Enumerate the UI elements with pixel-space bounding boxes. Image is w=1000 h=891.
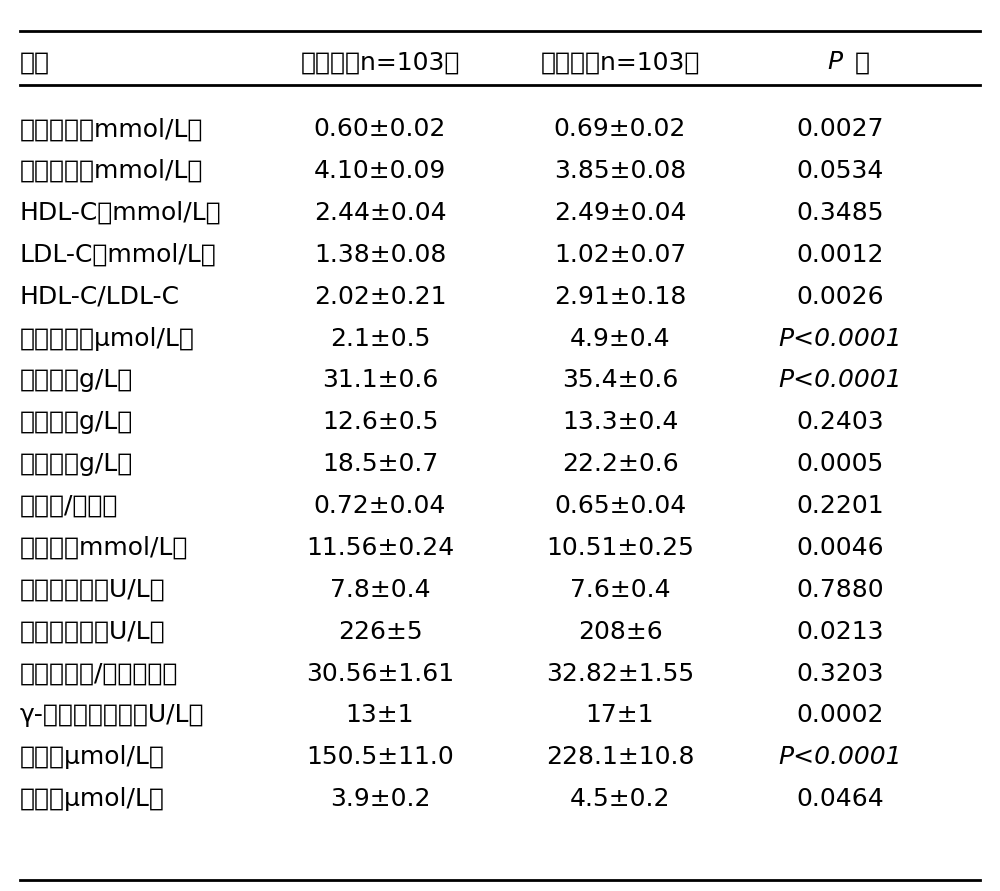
Text: 0.2201: 0.2201 [796,495,884,518]
Text: 0.3485: 0.3485 [796,201,884,225]
Text: P<0.0001: P<0.0001 [778,746,902,769]
Text: 0.0534: 0.0534 [796,159,884,183]
Text: 球蛋白（g/L）: 球蛋白（g/L） [20,453,133,476]
Text: P<0.0001: P<0.0001 [778,369,902,392]
Text: 11.56±0.24: 11.56±0.24 [306,536,454,560]
Text: 0.0005: 0.0005 [796,453,884,476]
Text: 3.9±0.2: 3.9±0.2 [330,788,430,811]
Text: 0.0046: 0.0046 [796,536,884,560]
Text: 谷草转氨酶（U/L）: 谷草转氨酶（U/L） [20,620,166,643]
Text: 1.02±0.07: 1.02±0.07 [554,243,686,266]
Text: 0.0027: 0.0027 [796,118,884,141]
Text: 0.0002: 0.0002 [796,704,884,727]
Text: 谷丙转氨酶（U/L）: 谷丙转氨酶（U/L） [20,578,166,601]
Text: 22.2±0.6: 22.2±0.6 [562,453,678,476]
Text: 甘油三酯（mmol/L）: 甘油三酯（mmol/L） [20,118,203,141]
Text: 0.7880: 0.7880 [796,578,884,601]
Text: 13.3±0.4: 13.3±0.4 [562,411,678,434]
Text: 尿酸（μmol/L）: 尿酸（μmol/L） [20,746,165,769]
Text: 150.5±11.0: 150.5±11.0 [306,746,454,769]
Text: 总蛋白（g/L）: 总蛋白（g/L） [20,369,133,392]
Text: 4.5±0.2: 4.5±0.2 [570,788,670,811]
Text: P<0.0001: P<0.0001 [778,327,902,350]
Text: HDL-C/LDL-C: HDL-C/LDL-C [20,285,180,308]
Text: 4.10±0.09: 4.10±0.09 [314,159,446,183]
Text: 228.1±10.8: 228.1±10.8 [546,746,694,769]
Text: 总胆固醇（mmol/L）: 总胆固醇（mmol/L） [20,159,203,183]
Text: 0.0012: 0.0012 [796,243,884,266]
Text: 1.38±0.08: 1.38±0.08 [314,243,446,266]
Text: γ-谷氨酰转肽酶（U/L）: γ-谷氨酰转肽酶（U/L） [20,704,205,727]
Text: 32.82±1.55: 32.82±1.55 [546,662,694,685]
Text: 低脂系（n=103）: 低脂系（n=103） [300,51,460,74]
Text: 7.6±0.4: 7.6±0.4 [570,578,670,601]
Text: 10.51±0.25: 10.51±0.25 [546,536,694,560]
Text: 7.8±0.4: 7.8±0.4 [330,578,430,601]
Text: LDL-C（mmol/L）: LDL-C（mmol/L） [20,243,217,266]
Text: 18.5±0.7: 18.5±0.7 [322,453,438,476]
Text: 4.9±0.4: 4.9±0.4 [570,327,670,350]
Text: 0.72±0.04: 0.72±0.04 [314,495,446,518]
Text: 指标: 指标 [20,51,50,74]
Text: 白蛋白（g/L）: 白蛋白（g/L） [20,411,133,434]
Text: 30.56±1.61: 30.56±1.61 [306,662,454,685]
Text: 谷草转氨酶/谷丙转氨酶: 谷草转氨酶/谷丙转氨酶 [20,662,178,685]
Text: 2.1±0.5: 2.1±0.5 [330,327,430,350]
Text: 12.6±0.5: 12.6±0.5 [322,411,438,434]
Text: 13±1: 13±1 [346,704,414,727]
Text: 葡萄糖（mmol/L）: 葡萄糖（mmol/L） [20,536,188,560]
Text: 总胆汁酸（μmol/L）: 总胆汁酸（μmol/L） [20,327,195,350]
Text: 2.02±0.21: 2.02±0.21 [314,285,446,308]
Text: 值: 值 [854,51,870,74]
Text: 2.91±0.18: 2.91±0.18 [554,285,686,308]
Text: 0.0464: 0.0464 [796,788,884,811]
Text: 3.85±0.08: 3.85±0.08 [554,159,686,183]
Text: 2.44±0.04: 2.44±0.04 [314,201,446,225]
Text: 0.2403: 0.2403 [796,411,884,434]
Text: 31.1±0.6: 31.1±0.6 [322,369,438,392]
Text: P: P [828,51,852,74]
Text: 2.49±0.04: 2.49±0.04 [554,201,686,225]
Text: 0.65±0.04: 0.65±0.04 [554,495,686,518]
Text: 208±6: 208±6 [578,620,662,643]
Text: 肌酯（μmol/L）: 肌酯（μmol/L） [20,788,165,811]
Text: 高脂系（n=103）: 高脂系（n=103） [540,51,700,74]
Text: 226±5: 226±5 [338,620,422,643]
Text: 17±1: 17±1 [586,704,654,727]
Text: 0.60±0.02: 0.60±0.02 [314,118,446,141]
Text: 白蛋白/球蛋白: 白蛋白/球蛋白 [20,495,118,518]
Text: 0.0213: 0.0213 [796,620,884,643]
Text: 35.4±0.6: 35.4±0.6 [562,369,678,392]
Text: 0.69±0.02: 0.69±0.02 [554,118,686,141]
Text: HDL-C（mmol/L）: HDL-C（mmol/L） [20,201,222,225]
Text: 0.3203: 0.3203 [796,662,884,685]
Text: 0.0026: 0.0026 [796,285,884,308]
